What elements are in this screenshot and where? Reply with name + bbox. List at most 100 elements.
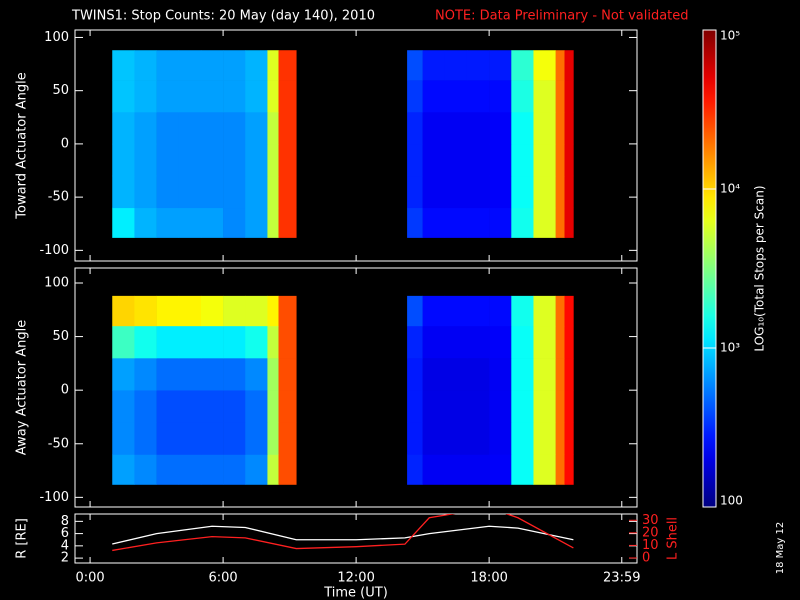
heat-cell [112, 143, 135, 177]
heat-cell [134, 295, 157, 327]
lines [112, 514, 574, 552]
heat-cell [112, 111, 135, 145]
heat-cell [489, 80, 512, 113]
heat-cell [466, 295, 490, 327]
series-line [112, 525, 574, 545]
heat-cell [278, 143, 297, 177]
y-tick-label: 0 [61, 383, 69, 398]
heat-cell [533, 207, 556, 238]
colorbar-tick-label: 10⁵ [720, 29, 740, 43]
heat-cell [422, 390, 446, 423]
heat-cell [489, 358, 512, 391]
heat-cell [489, 422, 512, 455]
heat-cell [178, 207, 202, 238]
heat-cell [511, 295, 534, 327]
heat-cell [134, 358, 157, 391]
heat-cell [444, 50, 468, 81]
heat-cell [444, 111, 468, 145]
heat-cell [444, 207, 468, 238]
heat-cell [564, 50, 574, 81]
heat-cell [489, 454, 512, 485]
heat-cell [489, 207, 512, 238]
colorbar [702, 29, 717, 508]
heat-cell [555, 143, 565, 177]
heat-cell [489, 111, 512, 145]
heat-cell [278, 422, 297, 455]
heat-cell [134, 390, 157, 423]
y-tick-label: -50 [48, 190, 69, 205]
heat-cell [407, 422, 423, 455]
stamp: 18 May 12 [775, 522, 786, 574]
heat-cell [245, 207, 268, 238]
heat-cell [223, 207, 246, 238]
heat-cell [267, 422, 279, 455]
heat-cell [134, 50, 157, 81]
heat-cell [444, 454, 468, 485]
heat-cell [564, 390, 574, 423]
heat-cell [444, 295, 468, 327]
heat-cell [200, 143, 224, 177]
heat-cell [200, 80, 224, 113]
heat-cell [156, 422, 180, 455]
heat-cell [178, 390, 202, 423]
y-axis-label: Toward Actuator Angle [15, 72, 30, 219]
y2-tick-label: 10 [642, 538, 659, 553]
heat-cell [200, 50, 224, 81]
heat-cell [278, 390, 297, 423]
heat-cell [422, 358, 446, 391]
heat-cell [533, 390, 556, 423]
heat-cell [555, 111, 565, 145]
heat-cell [407, 325, 423, 359]
heat-cell [156, 143, 180, 177]
heat-cell [489, 295, 512, 327]
heat-cell [511, 175, 534, 209]
heat-cell [444, 325, 468, 359]
y2-tick-label: 20 [642, 525, 659, 540]
heat-cell [200, 325, 224, 359]
heat-cell [407, 295, 423, 327]
heat-cell [178, 325, 202, 359]
plot-frame [74, 513, 638, 564]
heat-cell [444, 390, 468, 423]
heat-cell [466, 422, 490, 455]
heat-cell [112, 422, 135, 455]
heat-cell [422, 295, 446, 327]
heat-cell [156, 80, 180, 113]
y-tick-label: 50 [52, 329, 69, 344]
heat-cell [200, 207, 224, 238]
heat-cell [267, 358, 279, 391]
heat-cell [245, 390, 268, 423]
heat-cell [200, 358, 224, 391]
heat-cell [267, 207, 279, 238]
heat-cell [223, 295, 246, 327]
colorbar-label: LOG₁₀(Total Stops per Scan) [753, 185, 767, 351]
heat-cell [511, 325, 534, 359]
heat-cell [156, 50, 180, 81]
heat-cell [267, 80, 279, 113]
heat-cell [178, 80, 202, 113]
y-tick-label: -100 [39, 490, 69, 505]
heat-cell [134, 111, 157, 145]
heat-cell [555, 390, 565, 423]
heat-cell [245, 454, 268, 485]
heat-cell [156, 454, 180, 485]
heat-cell [533, 422, 556, 455]
colorbar-tick-label: 10³ [720, 341, 740, 355]
heat-cell [564, 358, 574, 391]
heat-cell [200, 175, 224, 209]
heat-cell [466, 207, 490, 238]
heat-cell [466, 50, 490, 81]
y-tick-label: 4 [61, 538, 69, 553]
heat-cell [444, 358, 468, 391]
heat-cell [223, 325, 246, 359]
heat-cell [489, 390, 512, 423]
colorbar-tick-label: 10⁴ [720, 182, 740, 196]
heat-cell [278, 295, 297, 327]
heat-cell [178, 422, 202, 455]
heat-cell [489, 143, 512, 177]
heat-cell [444, 143, 468, 177]
heat-cell [407, 143, 423, 177]
heat-cell [278, 207, 297, 238]
heat-cell [267, 175, 279, 209]
